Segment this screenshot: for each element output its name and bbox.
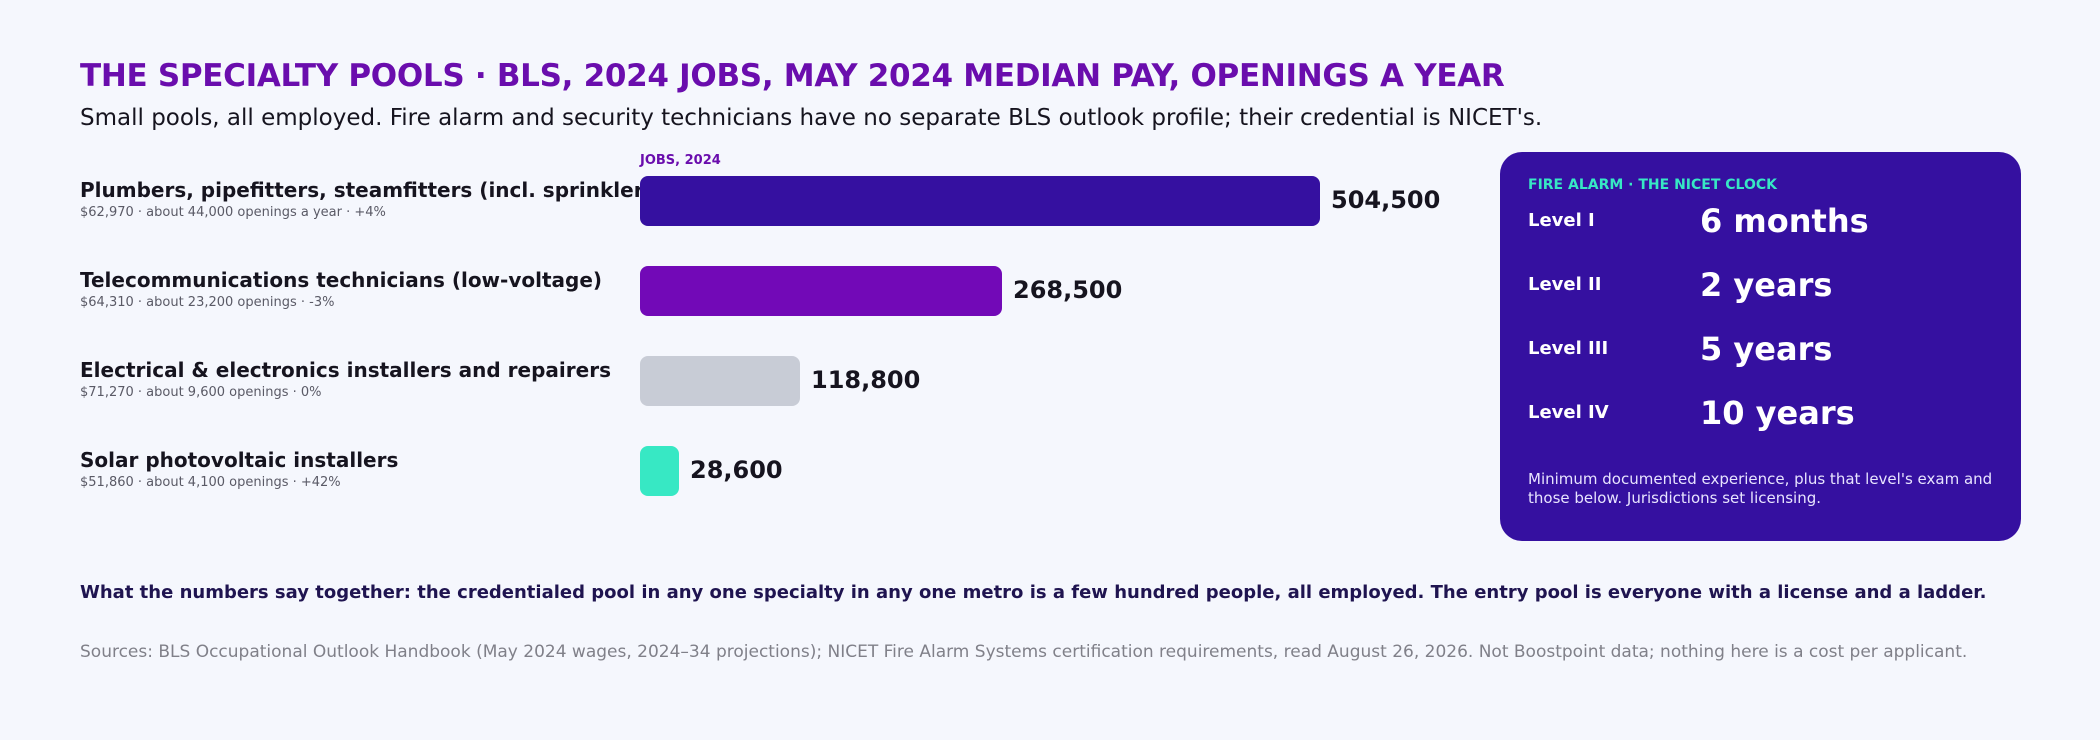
category-label: Electrical & electronics installers and … <box>80 358 611 382</box>
chart-subtitle: Small pools, all employed. Fire alarm an… <box>80 105 1543 131</box>
chart-title: THE SPECIALTY POOLS · BLS, 2024 JOBS, MA… <box>80 58 1505 94</box>
bar-value-label: 118,800 <box>811 366 921 394</box>
card-title: FIRE ALARM · THE NICET CLOCK <box>1528 177 1777 193</box>
bar <box>640 266 1002 316</box>
level-label: Level II <box>1528 274 1602 295</box>
axis-label: JOBS, 2024 <box>640 153 721 168</box>
bar-value-label: 268,500 <box>1013 276 1123 304</box>
level-label: Level I <box>1528 210 1595 231</box>
category-label: Plumbers, pipefitters, steamfitters (inc… <box>80 178 729 202</box>
category-label: Telecommunications technicians (low-volt… <box>80 268 603 292</box>
category-label: Solar photovoltaic installers <box>80 448 399 472</box>
category-meta: $64,310 · about 23,200 openings · -3% <box>80 295 335 310</box>
level-label: Level IV <box>1528 402 1609 423</box>
card-note: Minimum documented experience, plus that… <box>1528 470 1993 507</box>
level-value: 2 years <box>1700 266 1833 304</box>
level-value: 5 years <box>1700 330 1833 368</box>
bar-value-label: 504,500 <box>1331 186 1441 214</box>
category-meta: $51,860 · about 4,100 openings · +42% <box>80 475 341 490</box>
level-value: 10 years <box>1700 394 1855 432</box>
nicet-card: FIRE ALARM · THE NICET CLOCK Level I 6 m… <box>1500 152 2021 541</box>
bar <box>640 446 679 496</box>
category-meta: $62,970 · about 44,000 openings a year ·… <box>80 205 386 220</box>
bar <box>640 176 1320 226</box>
bar-chart: JOBS, 2024 Plumbers, pipefitters, steamf… <box>0 0 1460 520</box>
takeaway-text: What the numbers say together: the crede… <box>80 582 1987 603</box>
sources-text: Sources: BLS Occupational Outlook Handbo… <box>80 642 1968 662</box>
category-meta: $71,270 · about 9,600 openings · 0% <box>80 385 322 400</box>
level-value: 6 months <box>1700 202 1869 240</box>
level-label: Level III <box>1528 338 1609 359</box>
bar-value-label: 28,600 <box>690 456 783 484</box>
bar <box>640 356 800 406</box>
